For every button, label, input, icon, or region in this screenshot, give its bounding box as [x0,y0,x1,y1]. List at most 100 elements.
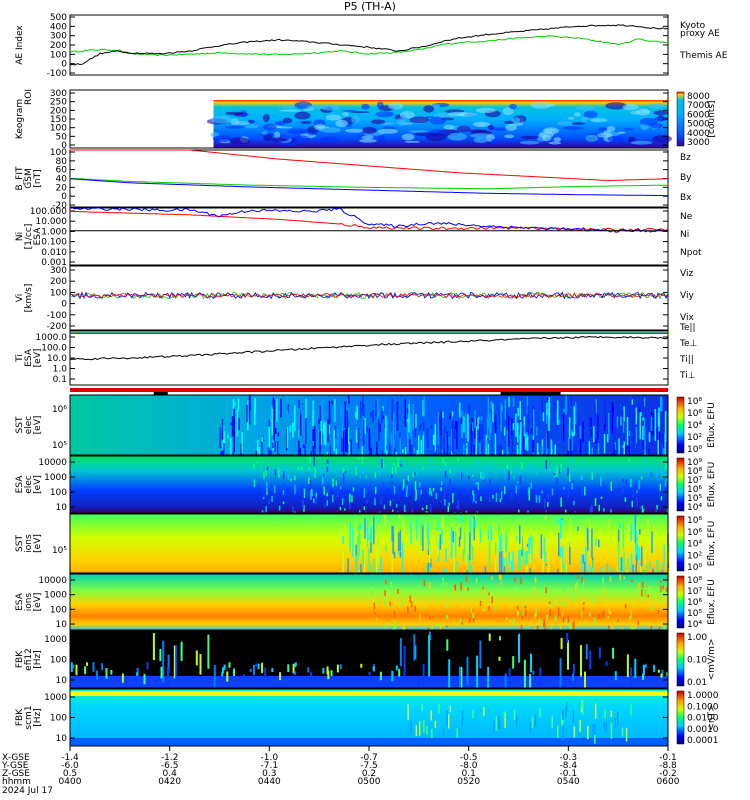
fbk_e-pixel-29 [379,671,382,681]
spectrogram-pixel-sst_e-229 [408,399,411,406]
spectrogram-pixel-esa_i-113 [524,606,527,609]
spectrogram-pixel-sst_e-425 [378,409,380,417]
colorbar-sst_i [676,515,685,572]
spectrogram-pixel-sst_i-256 [653,524,655,556]
keogram-feature-165 [425,133,447,142]
spectrogram-pixel-esa_i-51 [376,617,378,622]
spectrogram-pixel-sst_i-203 [454,531,457,559]
spectrogram-pixel-esa_e-269 [310,490,312,500]
spectrogram-pixel-esa_e-91 [444,499,446,506]
spectrogram-pixel-sst_e-499 [235,438,238,444]
spectrogram-pixel-sst_e-1 [363,413,365,445]
spectrogram-pixel-esa_e-232 [632,491,634,498]
spectrogram-pixel-sst_i-81 [377,543,380,564]
spectrogram-pixel-esa_e-135 [656,505,658,510]
spectrogram-pixel-esa_i-12 [407,606,409,614]
fbk_s-pixel-48 [407,704,409,721]
colorbar-esa_i [676,575,685,629]
spectrogram-pixel-sst_i-24 [415,519,418,541]
spectrogram-pixel-sst_e-216 [441,449,443,454]
spectrogram-pixel-sst_e-470 [408,404,410,433]
ylabel-sst_e: SST [15,416,25,433]
spectrogram-pixel-esa_i-58 [657,610,660,614]
keogram-feature-51 [224,125,245,129]
spectrogram-pixel-sst_i-111 [503,566,506,574]
spectrogram-pixel-sst_e-302 [452,416,454,425]
spectrogram-pixel-esa_e-243 [274,469,277,476]
keogram-feature-125 [409,116,430,124]
spectrogram-pixel-esa_e-102 [515,485,518,494]
keogram-feature-89 [572,122,585,125]
spectrogram-pixel-sst_e-461 [614,425,616,443]
spectrogram-pixel-esa_e-53 [441,481,443,486]
spectrogram-pixel-sst_i-170 [441,528,443,545]
spectrogram-pixel-esa_e-186 [375,486,377,494]
spectrogram-pixel-esa_i-180 [635,599,638,605]
spectrogram-pixel-sst_e-171 [362,396,364,413]
spectrogram-pixel-esa_e-165 [392,498,395,501]
spectrogram-pixel-sst_e-222 [407,408,409,414]
fbk_e-pixel-50 [152,633,155,661]
xaxis-value-3-6: 0600 [657,777,680,787]
spectrogram-pixel-sst_i-131 [357,535,359,562]
xaxis-value-1-1: -6.5 [161,761,179,771]
keogram-feature-74 [654,116,668,122]
spectrogram-pixel-sst_i-19 [530,534,533,563]
keogram-feature-155 [359,139,377,143]
spectrogram-pixel-sst_e-185 [323,423,326,445]
spectrogram-pixel-sst_i-234 [349,522,351,547]
spectrogram-pixel-sst_e-145 [633,428,635,453]
spectrogram-pixel-sst_e-108 [258,446,261,460]
spectrogram-pixel-sst_e-237 [459,402,461,418]
xaxis-value-1-3: -7.5 [360,761,378,771]
spectrogram-pixel-sst_i-204 [463,532,466,555]
ytick-fbk_e-0: 1000 [44,635,67,645]
spectrogram-pixel-sst_e-235 [542,412,545,422]
fbk_e-pixel-85 [75,664,78,676]
spectrogram-pixel-sst_e-85 [628,412,631,417]
fbk_e-pixel-7 [634,658,637,679]
fbk_e-pixel-75 [660,673,663,678]
spectrogram-pixel-sst_e-27 [487,397,490,429]
colorbar-tick-esa_i-2: 10⁶ [687,598,702,608]
spectrogram-pixel-sst_i-168 [378,524,380,552]
spectrogram-pixel-sst_e-164 [635,426,638,459]
spectrogram-pixel-esa_i-29 [502,595,504,601]
spectrogram-pixel-sst_e-443 [595,438,597,444]
spectrogram-pixel-esa_e-42 [647,467,650,473]
spectrogram-pixel-esa_i-151 [442,581,445,586]
keogram-feature-164 [396,117,407,126]
spectrogram-pixel-esa_i-76 [626,590,628,594]
spectrogram-pixel-sst_i-144 [561,518,563,521]
spectrogram-pixel-esa_i-158 [461,621,463,625]
spectrogram-pixel-sst_i-118 [588,564,590,581]
spectrogram-pixel-sst_i-257 [660,536,662,549]
fbk_s-pixel-11 [580,705,583,713]
fbk_e-pixel-104 [307,667,310,673]
spectrogram-pixel-esa_i-65 [512,620,515,625]
spectrogram-pixel-esa_e-157 [315,496,317,505]
ytick-keo-5: 50 [56,132,68,142]
spectrogram-pixel-esa_e-264 [629,481,632,488]
keogram-feature-141 [341,112,349,117]
spectrogram-pixel-esa_e-195 [477,461,479,464]
spectrogram-pixel-sst_i-254 [560,558,563,576]
legend-vi-1: Viy [680,291,694,301]
spectrogram-pixel-sst_i-163 [462,549,465,562]
ylabel2-esa_i: ions [24,592,34,611]
spectrogram-pixel-esa_i-97 [388,605,391,608]
spectrogram-pixel-sst_e-116 [563,408,565,413]
spectrogram-pixel-esa_i-34 [658,627,661,630]
keogram-feature-167 [279,109,301,112]
keogram-feature-45 [468,129,488,133]
spectrogram-pixel-esa_i-61 [459,618,462,624]
spectrogram-pixel-esa_i-30 [533,587,536,591]
xaxis-value-0-5: -0.3 [560,753,578,763]
keogram-feature-150 [262,114,270,122]
spectrogram-pixel-sst_i-80 [588,519,591,541]
spectrogram-pixel-sst_i-159 [490,524,493,541]
xaxis-value-3-4: 0520 [457,777,480,787]
spectrogram-pixel-esa_e-128 [406,480,408,484]
